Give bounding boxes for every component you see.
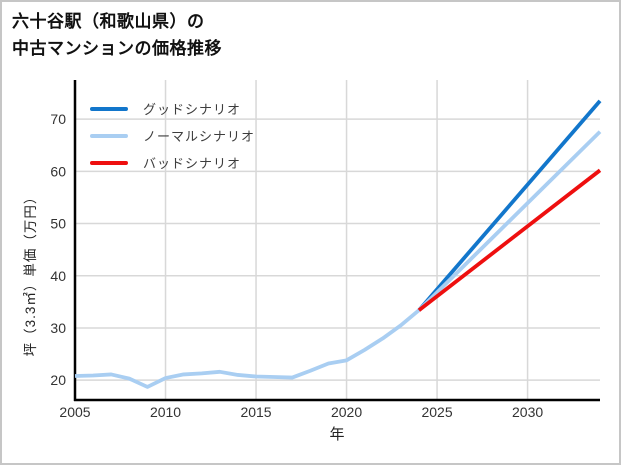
x-tick-label: 2010 bbox=[150, 404, 181, 420]
chart-legend: グッドシナリオ ノーマルシナリオ バッドシナリオ bbox=[90, 95, 255, 176]
legend-item-bad-scenario: バッドシナリオ bbox=[90, 149, 255, 176]
line-good-scenario bbox=[417, 99, 602, 312]
y-tick-label: 60 bbox=[50, 163, 66, 179]
chart-title-line2: 中古マンションの価格推移 bbox=[12, 39, 222, 58]
chart-title-line1: 六十谷駅（和歌山県）の bbox=[12, 12, 205, 31]
x-tick-label: 2015 bbox=[240, 404, 271, 420]
legend-line-swatch-good bbox=[90, 106, 128, 111]
legend-line-swatch-bad bbox=[90, 160, 128, 165]
y-tick-label: 20 bbox=[50, 372, 66, 388]
x-axis-label: 年 bbox=[329, 426, 345, 443]
legend-label-normal: ノーマルシナリオ bbox=[143, 129, 256, 144]
legend-label-good: グッドシナリオ bbox=[143, 102, 242, 117]
y-tick-label: 70 bbox=[50, 111, 66, 127]
legend-item-normal-scenario: ノーマルシナリオ bbox=[90, 122, 255, 149]
legend-label-bad: バッドシナリオ bbox=[143, 156, 242, 171]
y-tick-label: 50 bbox=[50, 216, 66, 232]
x-tick-label: 2025 bbox=[421, 404, 452, 420]
legend-line-swatch-normal bbox=[90, 133, 128, 138]
chart-title: 六十谷駅（和歌山県）の 中古マンションの価格推移 bbox=[12, 8, 222, 62]
legend-item-good-scenario: グッドシナリオ bbox=[90, 95, 255, 122]
x-tick-label: 2005 bbox=[59, 404, 90, 420]
x-tick-label: 2030 bbox=[512, 404, 543, 420]
y-tick-label: 40 bbox=[50, 268, 66, 284]
line-bad-scenario bbox=[417, 168, 602, 312]
line-history bbox=[74, 308, 421, 389]
y-tick-label: 30 bbox=[50, 320, 66, 336]
y-axis-label: 坪（3.3㎡）単価（万円） bbox=[23, 189, 38, 357]
line-normal-scenario bbox=[417, 130, 602, 312]
x-tick-label: 2020 bbox=[331, 404, 362, 420]
